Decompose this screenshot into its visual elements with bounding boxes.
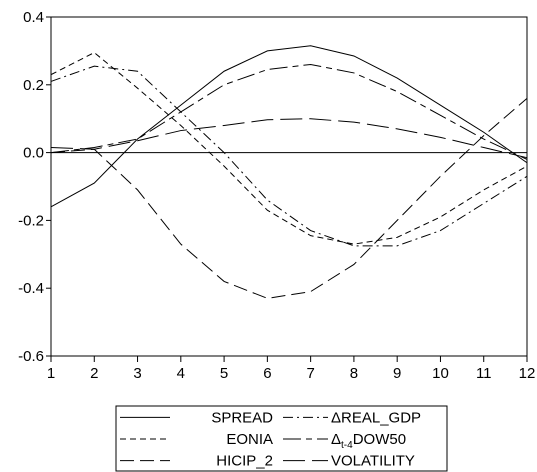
series-line-eonia (50, 52, 528, 245)
series-line-volatility (50, 118, 528, 159)
x-tick-label: 12 (519, 365, 536, 382)
plot-frame (50, 16, 528, 357)
x-tick-label: 9 (393, 365, 401, 382)
series-line-hicip-2 (50, 97, 528, 299)
legend-label: SPREAD (211, 409, 273, 426)
legend-label: Δt-4DOW50 (331, 431, 406, 451)
y-tick-label: -0.2 (18, 212, 44, 229)
legend: SPREAD EONIA HICIP_2 ΔREAL_GDP Δt-4DOW50 VOLA… (115, 405, 448, 472)
x-tick-label: 3 (133, 365, 141, 382)
x-tick-label: 5 (220, 365, 228, 382)
y-tick-label: 0.4 (23, 9, 44, 26)
y-tick-label: -0.6 (18, 348, 44, 365)
series-line--dow50 (50, 63, 528, 160)
x-tick-label: 7 (306, 365, 314, 382)
x-tick-label: 10 (432, 365, 449, 382)
y-tick-label: 0.0 (23, 145, 44, 162)
x-tick-label: 11 (476, 365, 492, 382)
x-tick-label: 8 (350, 365, 358, 382)
legend-label: EONIA (226, 431, 273, 448)
x-tick-label: 4 (177, 365, 185, 382)
series-line-spread (50, 45, 528, 208)
legend-label: VOLATILITY (331, 453, 415, 470)
plot-area: 0.40.20.0-0.2-0.4-0.61 2 3 4 5 6 7 8 9 10 11 12 (18, 9, 535, 382)
y-tick-label: -0.4 (18, 280, 44, 297)
x-tick-label: 1 (47, 365, 55, 382)
x-tick-label: 6 (263, 365, 271, 382)
legend-label: HICIP_2 (216, 453, 273, 470)
y-tick-label: 0.2 (23, 77, 44, 94)
series-line--real-gdp (50, 65, 528, 247)
legend-label: ΔREAL_GDP (331, 409, 421, 426)
x-tick-label: 2 (90, 365, 98, 382)
legend-box (115, 405, 448, 472)
